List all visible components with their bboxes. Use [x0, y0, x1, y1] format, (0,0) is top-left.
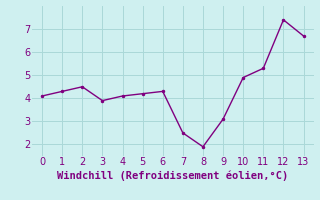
X-axis label: Windchill (Refroidissement éolien,°C): Windchill (Refroidissement éolien,°C) — [57, 170, 288, 181]
